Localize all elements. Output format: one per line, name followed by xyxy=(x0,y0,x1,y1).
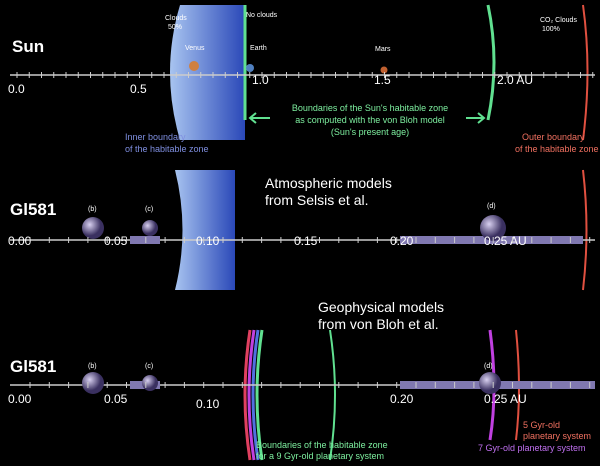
note: (Sun's present age) xyxy=(331,127,409,137)
tick-label: 0.0 xyxy=(8,82,25,96)
tick-label: 2.0 AU xyxy=(497,73,533,87)
tick-label: 0.10 xyxy=(196,234,220,248)
planet-label: (c) xyxy=(145,363,153,370)
earth xyxy=(246,64,254,72)
planet-label: Earth xyxy=(250,45,267,52)
tick-label: 0.25 AU xyxy=(484,392,527,406)
boundary xyxy=(251,329,260,461)
planet-label: (b) xyxy=(88,363,97,370)
co2-label: 100% xyxy=(542,26,560,33)
orbit xyxy=(130,236,160,244)
planet xyxy=(82,372,104,394)
outer-boundary-green xyxy=(486,4,496,121)
planet xyxy=(142,220,158,236)
tick-label: 0.15 xyxy=(294,234,318,248)
title: Gl581 xyxy=(10,357,56,376)
planet-label: (c) xyxy=(145,206,153,213)
habitable-zone xyxy=(175,170,235,290)
tick-label: 0.05 xyxy=(104,234,128,248)
note: as computed with the von Bloh model xyxy=(295,115,445,125)
tick-label: 0.05 xyxy=(104,392,128,406)
tick-label: 1.5 xyxy=(374,73,391,87)
note: planetary system xyxy=(523,431,591,441)
note: 7 Gyr-old planetary system xyxy=(478,443,586,453)
habitable-zone-inner xyxy=(170,5,245,140)
title: Sun xyxy=(12,37,44,56)
no-clouds-label: No clouds xyxy=(246,12,278,19)
tick-label: 0.5 xyxy=(130,82,147,96)
clouds-label: Clouds xyxy=(165,15,187,22)
tick-label: 0.25 AU xyxy=(484,234,527,248)
venus xyxy=(189,61,199,71)
tick-label: 1.0 xyxy=(252,73,269,87)
planet xyxy=(82,217,104,239)
inner-label: of the habitable zone xyxy=(125,144,209,154)
mars xyxy=(380,66,388,74)
arrows xyxy=(248,112,486,124)
co2-label: CO₂ Clouds xyxy=(540,17,577,24)
heading: from von Bloh et al. xyxy=(318,316,439,332)
planet xyxy=(479,372,501,394)
outer-boundary-red xyxy=(582,4,589,141)
planet xyxy=(142,375,158,391)
heading: Atmospheric models xyxy=(265,175,392,191)
tick-label: 0.00 xyxy=(8,392,32,406)
planet-label: (d) xyxy=(487,203,496,210)
outer-label: Outer boundary xyxy=(522,132,585,142)
outer-label: of the habitable zone xyxy=(515,144,599,154)
boundary xyxy=(243,329,252,461)
note: Boundaries of the Sun's habitable zone xyxy=(292,103,448,113)
planet-label: (d) xyxy=(484,363,493,370)
planet xyxy=(480,215,506,241)
heading: from Selsis et al. xyxy=(265,192,368,208)
inner-label: Inner boundary xyxy=(125,132,186,142)
tick-label: 0.20 xyxy=(390,234,414,248)
note: 5 Gyr-old xyxy=(523,420,560,430)
planet-label: (b) xyxy=(88,206,97,213)
boundary xyxy=(255,329,264,461)
tick-label: 0.10 xyxy=(196,397,220,411)
outer-boundary xyxy=(582,169,588,291)
title: Gl581 xyxy=(10,200,56,219)
note: Boundaries of the habitable zone xyxy=(256,440,388,450)
boundary xyxy=(247,329,256,461)
tick-label: 0.20 xyxy=(390,392,414,406)
boundary xyxy=(329,329,336,461)
clouds-label: 50% xyxy=(168,24,182,31)
planet-label: Venus xyxy=(185,45,205,52)
heading: Geophysical models xyxy=(318,299,444,315)
tick-label: 0.00 xyxy=(8,234,32,248)
planet-label: Mars xyxy=(375,46,391,53)
note: for a 9 Gyr-old planetary system xyxy=(256,451,384,461)
